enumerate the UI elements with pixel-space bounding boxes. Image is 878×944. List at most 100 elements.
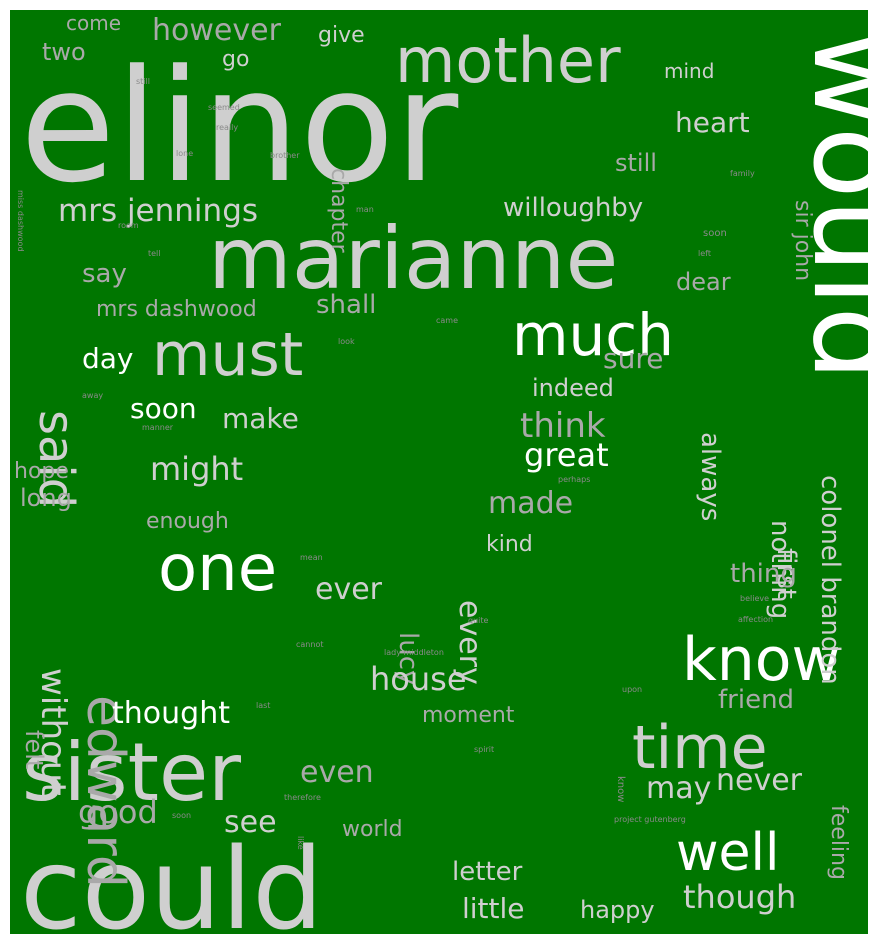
cloud-word: must <box>152 320 303 390</box>
cloud-word: however <box>152 13 282 48</box>
cloud-word: kind <box>486 532 533 557</box>
cloud-word: little <box>462 892 525 925</box>
cloud-word: long <box>20 484 72 512</box>
cloud-word: perhaps <box>558 475 590 484</box>
cloud-word: mrs dashwood <box>96 297 257 322</box>
cloud-word: soon <box>172 811 191 820</box>
cloud-word: really <box>216 123 238 132</box>
cloud-word: feeling <box>826 805 851 880</box>
cloud-word: marianne <box>208 209 618 309</box>
cloud-word: mean <box>300 553 323 562</box>
cloud-word: man <box>356 205 374 214</box>
cloud-word: made <box>488 486 573 521</box>
cloud-word: go <box>222 47 249 72</box>
cloud-word: indeed <box>532 374 614 402</box>
cloud-word: might <box>150 450 243 488</box>
cloud-word: letter <box>452 857 523 887</box>
cloud-word: never <box>716 763 803 798</box>
cloud-word: know <box>615 776 626 802</box>
cloud-word: heart <box>675 106 750 139</box>
cloud-word: come <box>66 11 121 35</box>
cloud-word: know <box>682 625 841 695</box>
cloud-word: time <box>632 713 768 783</box>
cloud-word: mind <box>664 59 714 83</box>
cloud-word: willoughby <box>503 193 643 223</box>
cloud-word: enough <box>146 509 229 534</box>
cloud-word: last <box>256 701 270 710</box>
cloud-word: thought <box>112 696 230 731</box>
cloud-word: sure <box>603 342 663 375</box>
cloud-word: miss dashwood <box>16 190 25 252</box>
cloud-word: lucy <box>393 632 423 685</box>
cloud-word: edward <box>75 695 135 888</box>
cloud-word: great <box>524 436 609 474</box>
cloud-word: therefore <box>284 793 321 802</box>
cloud-word: mrs jennings <box>58 193 258 229</box>
cloud-word: sir john <box>790 200 815 281</box>
cloud-word: much <box>512 301 674 369</box>
cloud-word: one <box>158 532 277 606</box>
cloud-word: happy <box>580 896 655 924</box>
cloud-word: friend <box>718 685 794 715</box>
cloud-word: even <box>300 755 374 790</box>
cloud-word: colonel brandon <box>815 475 845 685</box>
cloud-word: said <box>28 410 84 508</box>
cloud-word: well <box>676 823 779 883</box>
cloud-word: cannot <box>296 640 323 649</box>
cloud-word: two <box>42 38 86 66</box>
cloud-word: first <box>771 548 801 599</box>
cloud-word: mother <box>395 24 621 97</box>
cloud-word: good <box>78 793 158 831</box>
cloud-word: dear <box>676 268 731 296</box>
cloud-word: quite <box>468 616 489 625</box>
cloud-word: ever <box>315 572 383 607</box>
cloud-word: spirit <box>474 745 494 754</box>
cloud-word: still <box>615 149 657 177</box>
cloud-word: left <box>698 249 711 258</box>
cloud-word: give <box>318 23 365 48</box>
cloud-word: room <box>118 221 139 230</box>
cloud-word: world <box>342 817 403 842</box>
cloud-word: would <box>787 30 878 381</box>
cloud-word: like <box>296 836 305 850</box>
cloud-word: lady middleton <box>384 648 444 657</box>
cloud-word: tell <box>148 249 161 258</box>
cloud-word: though <box>683 878 796 916</box>
cloud-word: day <box>82 342 134 375</box>
cloud-word: moment <box>422 703 515 728</box>
cloud-word: may <box>646 771 711 806</box>
cloud-word: thing <box>730 559 797 589</box>
cloud-word: look <box>338 337 355 346</box>
cloud-word: think <box>520 406 606 446</box>
cloud-word: sister <box>22 726 241 819</box>
word-cloud-background <box>10 10 868 934</box>
cloud-word: could <box>20 825 323 944</box>
cloud-word: still <box>136 77 150 86</box>
cloud-word: make <box>222 402 299 435</box>
cloud-word: came <box>436 316 458 325</box>
cloud-word: believe <box>740 594 769 603</box>
cloud-word: chapter <box>326 168 351 254</box>
cloud-word: house <box>370 660 467 698</box>
cloud-word: away <box>82 391 103 400</box>
cloud-word: upon <box>622 685 642 694</box>
cloud-word: lone <box>176 149 193 158</box>
cloud-word: brother <box>270 151 300 160</box>
cloud-word: say <box>82 259 127 289</box>
cloud-word: manner <box>142 423 174 432</box>
cloud-word: family <box>730 169 755 178</box>
cloud-word: affection <box>738 615 773 624</box>
cloud-word: shall <box>316 290 376 320</box>
cloud-word: always <box>695 432 725 521</box>
cloud-word: every <box>452 600 487 685</box>
cloud-word: without <box>33 668 73 796</box>
cloud-word: seemed <box>208 103 240 112</box>
cloud-word: hope <box>14 459 69 484</box>
cloud-word: felt <box>20 730 48 769</box>
cloud-word: soon <box>703 228 727 239</box>
cloud-word: see <box>224 805 277 840</box>
cloud-word: soon <box>130 392 197 425</box>
